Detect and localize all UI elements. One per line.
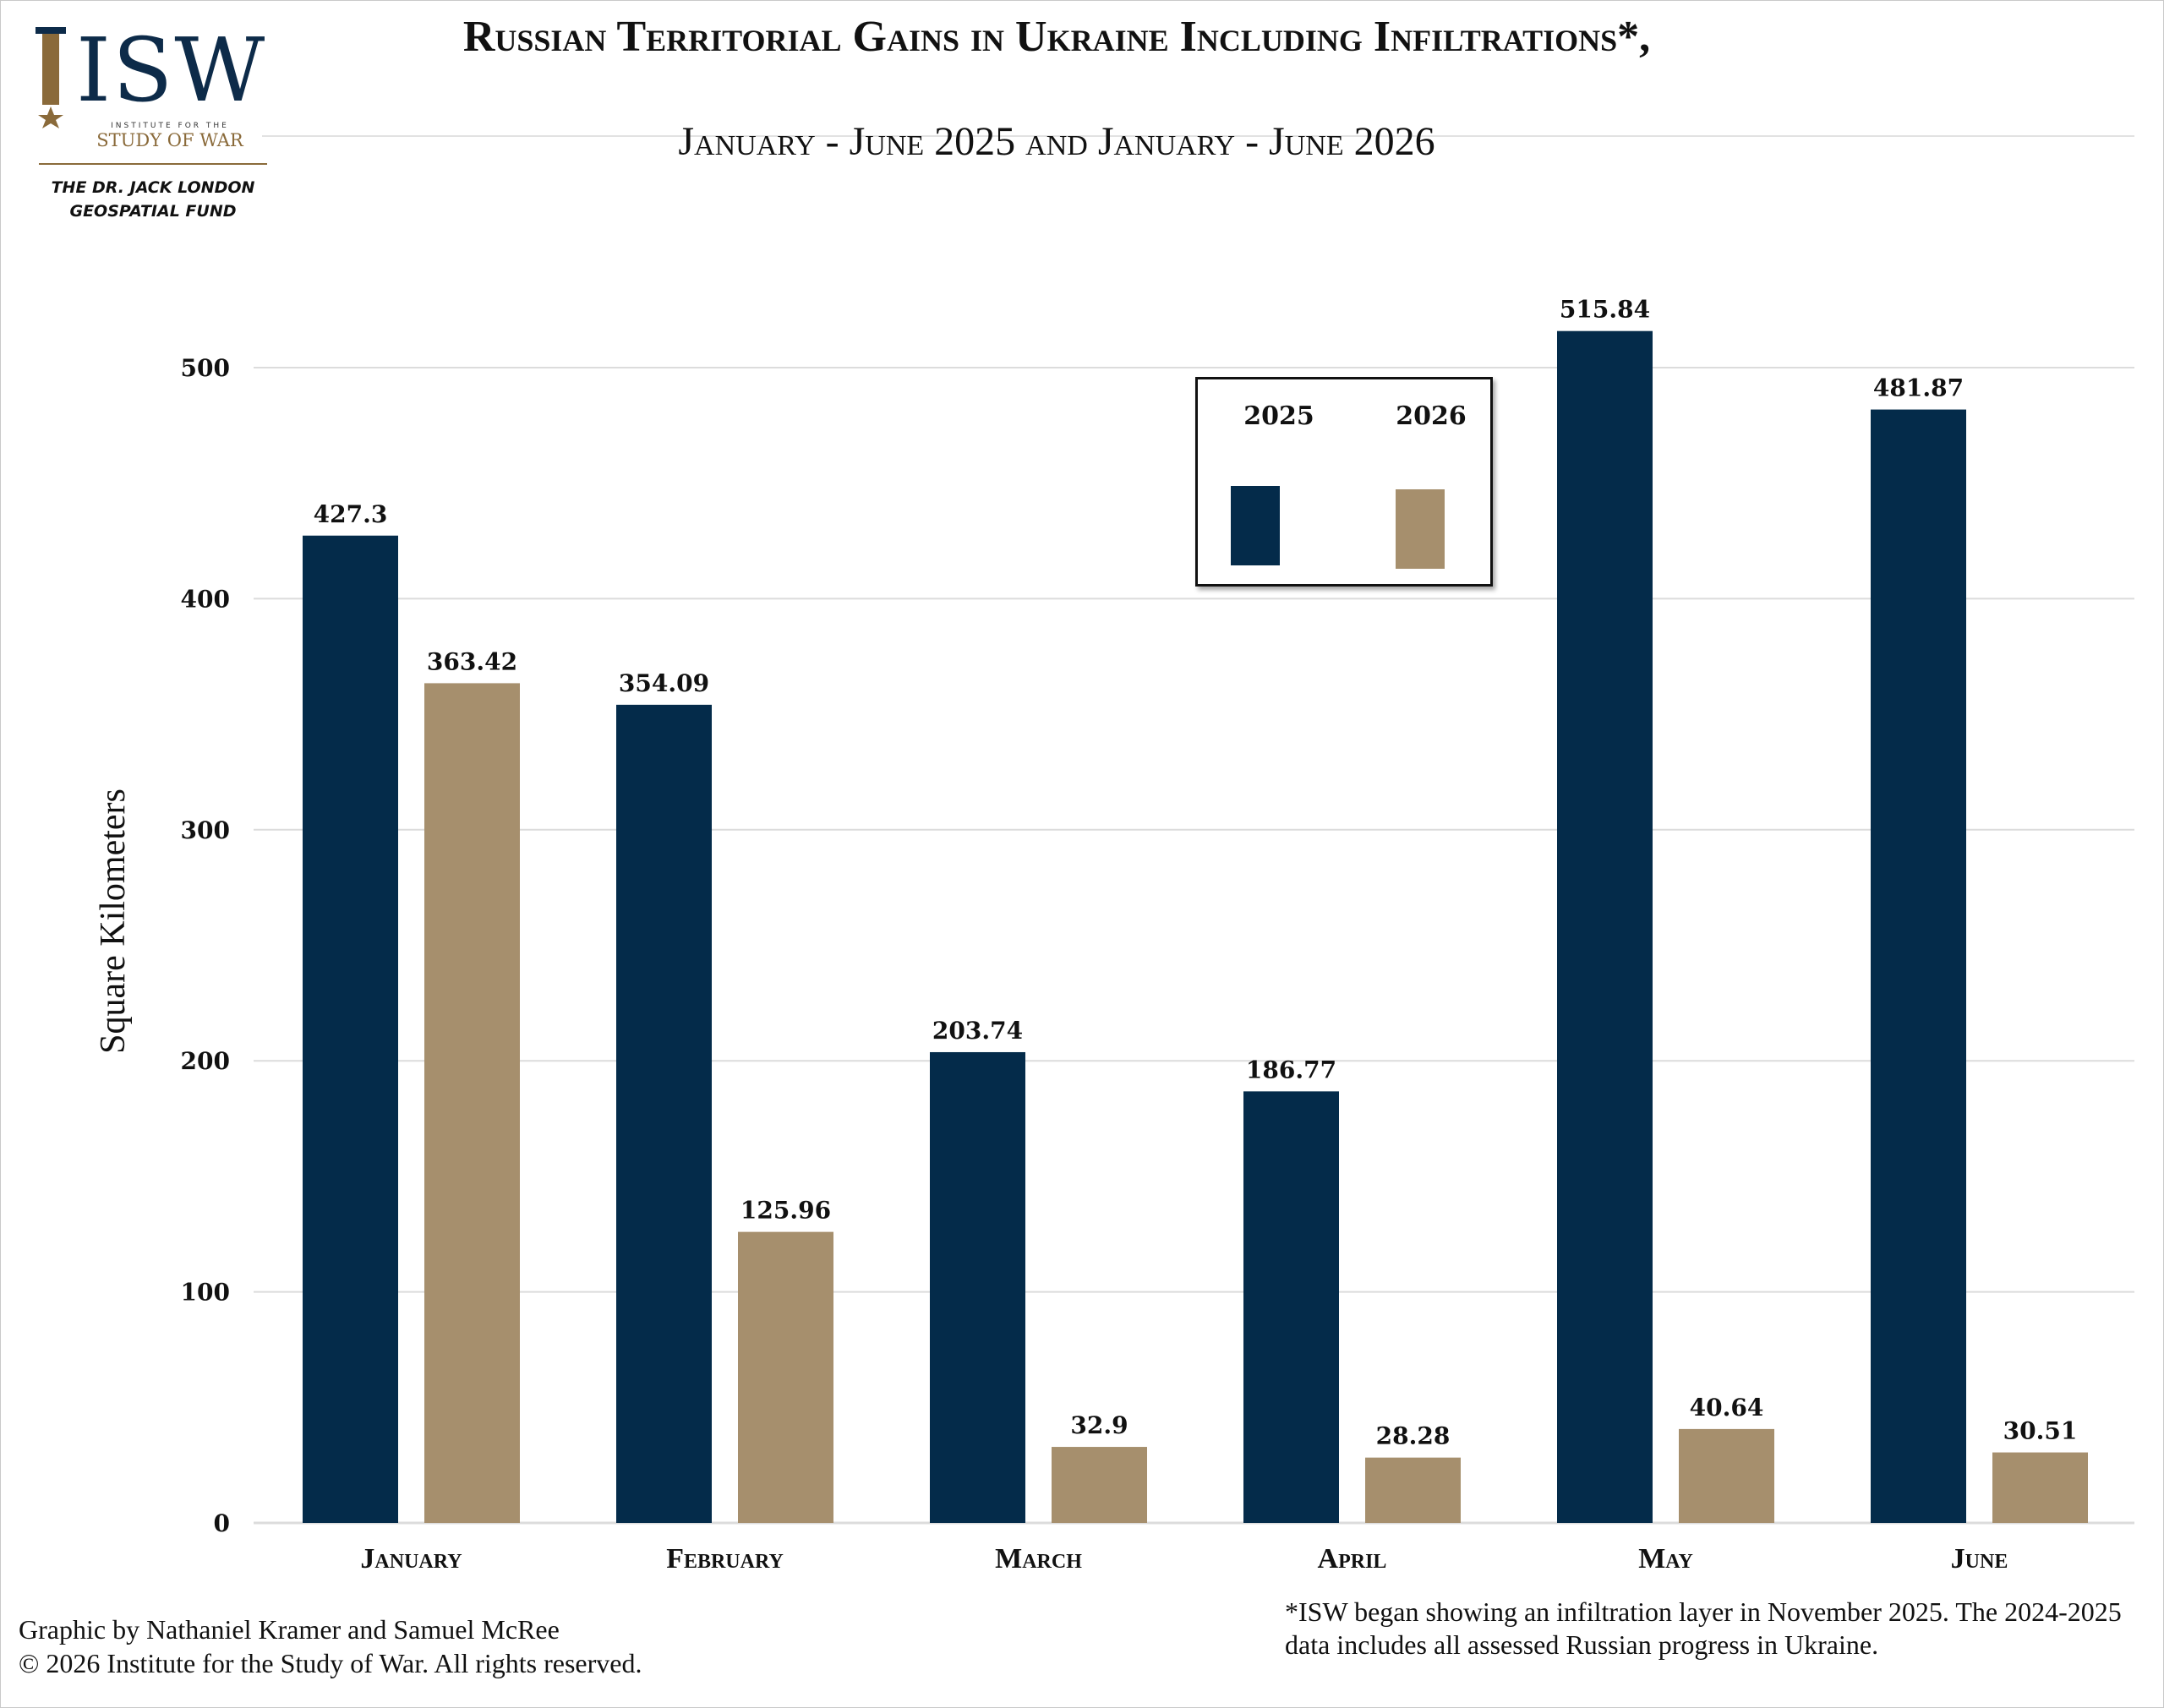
credit-authors: Graphic by Nathaniel Kramer and Samuel M… <box>19 1614 560 1645</box>
x-tick-label: January <box>360 1543 462 1574</box>
data-label: 363.42 <box>427 647 517 675</box>
data-label: 203.74 <box>932 1017 1023 1045</box>
legend: 2025 2026 <box>1195 377 1493 587</box>
y-tick-label: 400 <box>181 585 230 613</box>
data-label: 30.51 <box>2003 1417 2078 1445</box>
copyright: © 2026 Institute for the Study of War. A… <box>19 1648 642 1678</box>
data-label: 32.9 <box>1070 1411 1128 1439</box>
logo-letters: ISW <box>76 19 267 122</box>
data-labels: 427.3 363.42 354.09 125.96 203.74 32.9 186.77 2… <box>314 296 2078 1450</box>
logo-divider <box>39 163 267 165</box>
bar-2026-june <box>1992 1452 2088 1523</box>
bars <box>303 330 2088 1524</box>
data-label: 40.64 <box>1690 1394 1764 1422</box>
data-label: 427.3 <box>314 500 388 528</box>
footnote: *ISW began showing an infiltration layer… <box>1285 1596 2122 1660</box>
data-label: 125.96 <box>740 1197 831 1225</box>
legend-label-2026: 2026 <box>1396 401 1467 431</box>
legend-swatch-2026 <box>1396 489 1445 569</box>
bar-2025-january <box>303 535 398 1524</box>
bar-2026-march <box>1052 1447 1147 1523</box>
data-label: 515.84 <box>1560 296 1650 324</box>
y-tick-label: 300 <box>181 816 230 844</box>
x-tick-label: April <box>1318 1543 1387 1574</box>
bar-2026-february <box>738 1231 833 1523</box>
isw-logo: ISW INSTITUTE FOR THE STUDY OF WAR THE D… <box>30 19 267 221</box>
title-divider <box>262 135 2134 137</box>
y-tick-label: 0 <box>214 1509 230 1537</box>
bar-2025-february <box>616 704 712 1523</box>
y-tick-label: 200 <box>181 1047 230 1075</box>
y-tick-label: 100 <box>181 1279 230 1307</box>
bar-2026-april <box>1365 1457 1461 1523</box>
data-label: 481.87 <box>1873 374 1964 402</box>
credit: Graphic by Nathaniel Kramer and Samuel M… <box>19 1613 948 1680</box>
logo-study-text: STUDY OF WAR <box>96 130 243 150</box>
bar-2025-may <box>1557 330 1653 1523</box>
data-label: 354.09 <box>619 669 709 697</box>
legend-swatch-2025 <box>1231 486 1280 565</box>
sword-star-icon <box>36 27 66 128</box>
grid-lines <box>254 367 2134 1525</box>
x-tick-label: March <box>995 1543 1082 1574</box>
bar-2025-june <box>1871 409 1966 1524</box>
chart-subtitle: January - June 2025 and January - June 2… <box>678 119 1435 164</box>
bar-2026-may <box>1679 1428 1774 1523</box>
y-tick-label: 500 <box>181 354 230 382</box>
x-tick-label: June <box>1951 1543 2008 1574</box>
logo-fund-line2: GEOSPATIAL FUND <box>69 202 237 221</box>
x-tick-label: February <box>666 1543 784 1574</box>
data-label: 186.77 <box>1246 1056 1336 1083</box>
bar-2025-march <box>930 1051 1025 1523</box>
data-label: 28.28 <box>1376 1422 1451 1450</box>
logo-institute-text: INSTITUTE FOR THE <box>111 122 229 130</box>
y-axis-ticks: 0 100 200 300 400 500 <box>181 354 230 1537</box>
y-axis-label: Square Kilometers <box>94 789 133 1054</box>
bar-2026-january <box>424 683 520 1523</box>
logo-fund-text: THE DR. JACK LONDON GEOSPATIAL FUND <box>30 176 276 223</box>
bar-2025-april <box>1243 1091 1339 1523</box>
x-tick-label: May <box>1638 1543 1693 1574</box>
legend-label-2025: 2025 <box>1243 401 1314 431</box>
logo-fund-line1: THE DR. JACK LONDON <box>51 178 255 197</box>
chart-title: Russian Territorial Gains in Ukraine Inc… <box>462 13 1651 61</box>
x-axis-ticks: January February March April May June <box>360 1543 2008 1574</box>
